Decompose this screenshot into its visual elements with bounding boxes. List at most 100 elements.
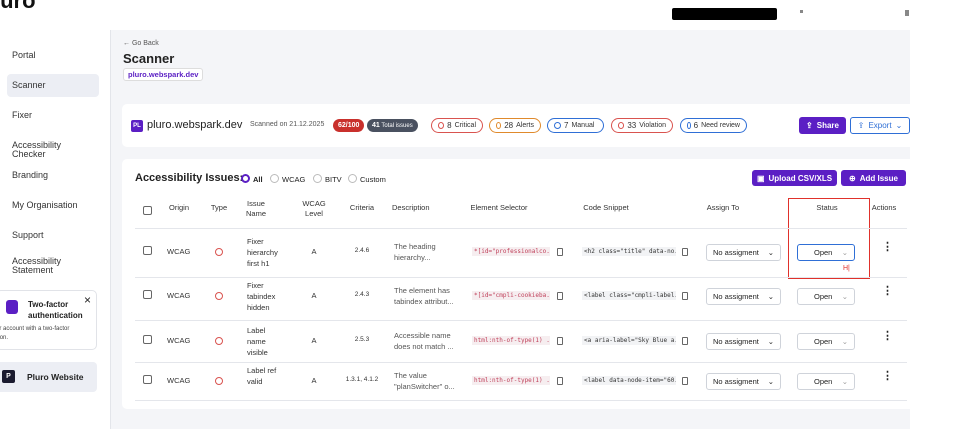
radio[interactable] xyxy=(348,174,357,183)
nav-item[interactable]: Scanner xyxy=(12,80,46,90)
page-title: Scanner xyxy=(123,51,175,66)
shield-icon xyxy=(6,300,18,314)
site-name: pluro.webspark.dev xyxy=(147,119,243,131)
badge-count: 8 xyxy=(447,121,452,130)
checkbox[interactable] xyxy=(143,290,152,299)
checkbox[interactable] xyxy=(143,246,152,255)
assign-select[interactable]: No assigment ⌄ xyxy=(706,288,781,305)
assign-select[interactable]: No assigment ⌄ xyxy=(706,244,781,261)
copy-icon[interactable] xyxy=(682,248,688,256)
column-header: Type xyxy=(210,203,228,212)
nav-item[interactable]: Accessibility Statement xyxy=(12,256,62,275)
element-selector: *[id="cmpli-cookieba... xyxy=(472,291,550,300)
actions-menu[interactable]: ⋮ xyxy=(882,331,893,342)
filter-label[interactable]: BITV xyxy=(325,175,342,184)
column-header: Element Selector xyxy=(470,203,528,212)
active-nav-bg xyxy=(7,74,99,97)
badge-label: Critical xyxy=(454,122,476,129)
website-switcher[interactable]: P Pluro Website xyxy=(0,362,97,392)
close-button[interactable]: × xyxy=(84,293,92,307)
column-header: Assign To xyxy=(706,203,740,212)
nav-item[interactable]: Branding xyxy=(12,170,49,180)
description: Accessible name does not match ... xyxy=(394,331,454,351)
badge-icon xyxy=(496,122,502,129)
origin: WCAG xyxy=(167,291,191,300)
copy-icon[interactable] xyxy=(682,337,688,345)
divider xyxy=(135,277,907,278)
issue-badge[interactable]: 8 Critical xyxy=(431,118,483,133)
nav-item[interactable]: Fixer xyxy=(12,110,32,120)
issue-badge[interactable]: 7 Manual xyxy=(547,118,604,133)
nav-item[interactable]: Accessibility Checker xyxy=(12,140,62,159)
element-selector: html:nth-of-type(1) ... xyxy=(472,336,550,345)
nav-item[interactable]: Support xyxy=(12,230,44,240)
filter-label[interactable]: Custom xyxy=(360,175,386,184)
column-header: Origin xyxy=(168,203,189,212)
nav-item[interactable]: My Organisation xyxy=(12,200,78,210)
column-header: Issue Name xyxy=(245,199,266,218)
badge-icon xyxy=(618,122,625,129)
assign-select[interactable]: No assigment ⌄ xyxy=(706,373,781,390)
checkbox[interactable] xyxy=(143,375,152,384)
issues-title: Accessibility Issues: xyxy=(135,172,244,184)
two-factor-text: Secure your account with a two-factor au… xyxy=(0,326,70,341)
actions-menu[interactable]: ⋮ xyxy=(882,242,893,253)
status-select[interactable]: Open ⌄ xyxy=(797,288,855,305)
logo: luro xyxy=(0,0,36,13)
actions-menu[interactable]: ⋮ xyxy=(882,286,893,297)
export-label: Export xyxy=(868,121,892,130)
assign-select[interactable]: No assigment ⌄ xyxy=(706,333,781,350)
copy-icon[interactable] xyxy=(557,337,563,345)
status-select[interactable]: Open ⌄ xyxy=(797,333,855,350)
nav-item[interactable]: Portal xyxy=(12,50,36,60)
filter-label[interactable]: WCAG xyxy=(282,175,306,184)
copy-icon[interactable] xyxy=(557,248,563,256)
issue-badge[interactable]: 28 Alerts xyxy=(489,118,541,133)
issue-badge[interactable]: 6 Need review xyxy=(680,118,747,133)
copy-icon[interactable] xyxy=(557,292,563,300)
code-snippet: <a aria-label="Sky Blue a... xyxy=(582,336,676,345)
website-name: Pluro Website xyxy=(27,372,84,382)
radio[interactable] xyxy=(270,174,279,183)
add-label: Add Issue xyxy=(859,173,898,183)
copy-icon[interactable] xyxy=(682,292,688,300)
upload-button[interactable]: ▣ Upload CSV/XLS xyxy=(752,170,837,186)
code-snippet: <h2 class="title" data-no... xyxy=(582,247,676,256)
type-icon xyxy=(215,337,223,345)
total-count: 41 xyxy=(372,122,380,129)
column-header: Description xyxy=(392,203,430,212)
wcag-level: A xyxy=(311,291,317,300)
annotation: H| xyxy=(843,265,850,272)
status-value: Open xyxy=(814,377,833,386)
assign-value: No assigment xyxy=(713,377,759,386)
checkbox[interactable] xyxy=(143,206,152,215)
copy-icon[interactable] xyxy=(557,377,563,385)
filter-label[interactable]: All xyxy=(253,175,263,184)
actions-menu[interactable]: ⋮ xyxy=(882,371,893,382)
issue-name: Fixer hierarchy first h1 xyxy=(247,237,278,268)
export-button[interactable]: ⇪ Export ⌄ xyxy=(850,117,910,134)
copy-icon[interactable] xyxy=(682,377,688,385)
share-button[interactable]: ⇪ Share xyxy=(799,117,846,134)
issue-badge[interactable]: 33 Violation xyxy=(611,118,673,133)
chevron: ⌄ xyxy=(767,248,774,257)
status-value: Open xyxy=(814,337,833,346)
divider xyxy=(135,320,907,321)
status-select[interactable]: Open ⌄ xyxy=(797,373,855,390)
column-header: Criteria xyxy=(349,203,375,212)
radio[interactable] xyxy=(313,174,322,183)
badge-label: Manual xyxy=(571,122,595,129)
description: The heading hierarchy... xyxy=(394,242,436,262)
go-back[interactable]: ← Go Back xyxy=(123,40,159,47)
code-snippet: <label class="cmpli-label... xyxy=(582,291,676,300)
add-issue-button[interactable]: ⊕ Add Issue xyxy=(841,170,906,186)
type-icon xyxy=(215,377,223,385)
origin: WCAG xyxy=(167,336,191,345)
status-select[interactable]: Open ⌄ xyxy=(797,244,855,261)
radio[interactable] xyxy=(241,174,250,183)
criteria: 1.3.1, 4.1.2 xyxy=(345,376,379,383)
chevron: ⌄ xyxy=(767,337,774,346)
code-snippet: <label data-node-item="60... xyxy=(582,376,676,385)
checkbox[interactable] xyxy=(143,335,152,344)
